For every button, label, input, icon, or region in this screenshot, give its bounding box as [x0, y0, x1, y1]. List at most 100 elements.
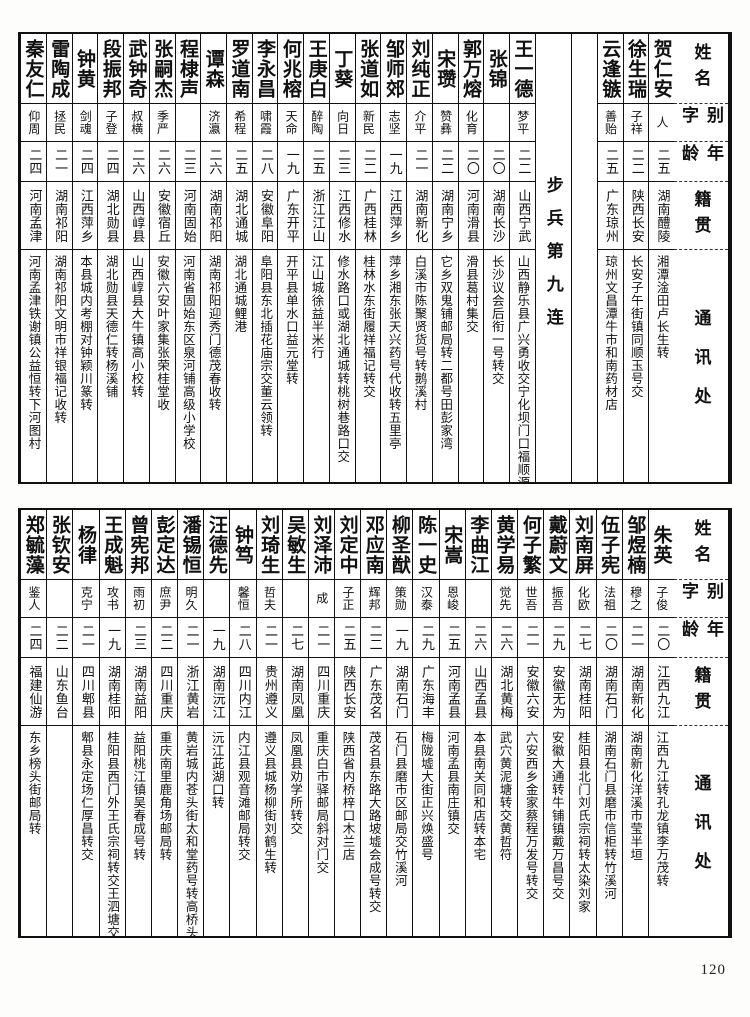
roster-entry[interactable]: 何兆榕 天命 一九 广东开平 开平县单水口益元堂转 — [277, 34, 304, 482]
entry-native-place: 山西宁武 — [515, 188, 531, 243]
roster-entry[interactable]: 陈一史 汉泰 二九 广东海丰 梅陇墟大街正兴焕盛号 — [412, 510, 439, 936]
entry-address: 六安西乡金家蔡程万发号转交 — [523, 731, 539, 900]
row-label-column: 姓名 别字 年龄 籍贯 通讯处 — [674, 510, 730, 936]
entry-alias: 赞彝 — [438, 110, 453, 135]
entry-name: 刘定中 — [336, 514, 359, 575]
roster-entry[interactable]: 刘南屏 化欧 二七 湖南桂阳 桂阳县北门刘氏宗祠转太染刘家 — [569, 510, 596, 936]
entry-alias: 明久 — [183, 586, 198, 611]
entry-name-cell: 邹师郊 — [381, 34, 407, 104]
entry-age: 二三 — [335, 148, 351, 175]
roster-entry[interactable]: 刘定中 子正 二五 陕西长安 陕西省内桥梓口木兰店 — [333, 510, 361, 936]
entry-name-cell: 罗道南 — [226, 34, 252, 104]
entry-age-cell: 二八 — [230, 618, 256, 658]
entry-age-cell: 二一 — [46, 142, 72, 182]
roster-entry[interactable]: 钟笃 馨恒 二八 四川内江 内江县观音滩邮局转交 — [229, 510, 256, 936]
roster-entry[interactable]: 刘纯正 介平 二一 湖南新化 白溪市陈聚贤货号转鹅溪村 — [406, 34, 432, 482]
entry-native-place: 山东鱼台 — [52, 664, 68, 719]
roster-entry[interactable]: 丁葵 向日 二三 江西修水 修水路口或湖北通城转桃树巷路口交 — [328, 34, 355, 482]
roster-entry[interactable]: 李永昌 啸霞 二八 安徽阜阳 阜阳县东北插花庙宗交董云领转 — [251, 34, 278, 482]
entry-native-place: 浙江黄岩 — [183, 664, 199, 719]
entry-native-place: 江西萍乡 — [386, 188, 402, 243]
roster-entry[interactable]: 戴蔚文 振吾 二九 安徽无为 安徽大通转牛铺镇戴万昌号交 — [543, 510, 570, 936]
entry-alias-cell: 剑魂 — [72, 104, 98, 142]
entry-native-place-cell: 山西孟县 — [465, 658, 491, 726]
roster-entry[interactable]: 张嗣杰 季严 二六 安徽宿丘 安徽六安叶家集张荣桂堂收 — [148, 34, 175, 482]
entry-age: 二四 — [103, 148, 119, 175]
entry-address-cell: 茂名县东路大路坡墟会成号转交 — [361, 726, 386, 936]
roster-entry[interactable]: 王庚白 醉陶 二五 浙江江山 江山城徐益半米行 — [303, 34, 329, 482]
entry-address-cell: 内江县观音滩邮局转交 — [230, 726, 255, 936]
entry-native-place-cell: 陕西长安 — [623, 182, 649, 250]
roster-entry[interactable]: 钟黄 剑魂 二四 江西萍乡 本县城内考棚对钟颖川篆转 — [71, 34, 98, 482]
roster-entry[interactable]: 张锦 二〇 湖南长沙 长沙议会后衔一号转交 — [483, 34, 510, 482]
entry-age: 二〇 — [601, 624, 617, 651]
entry-name: 秦友仁 — [22, 38, 45, 99]
entry-name-cell: 戴蔚文 — [544, 510, 570, 580]
entry-name-cell: 伍子宪 — [596, 510, 622, 580]
roster-entry[interactable]: 何子繁 世吾 二一 安徽六安 六安西乡金家蔡程万发号转交 — [517, 510, 544, 936]
entry-address: 安徽六安叶家集张荣桂堂收 — [155, 255, 171, 411]
entry-age-cell: 一九 — [387, 618, 413, 658]
roster-entry[interactable]: 王成魁 攻书 一九 湖南桂阳 桂阳县西门外王氏宗祠转交王泗塘交 — [98, 510, 125, 936]
entry-native-place-cell: 湖南石门 — [387, 658, 413, 726]
entry-name-cell: 段振邦 — [98, 34, 124, 104]
roster-entry[interactable]: 武钟奇 叔横 二六 山西崞县 山西崞县大牛镇高小校转 — [123, 34, 149, 482]
entry-alias-cell: 希程 — [226, 104, 252, 142]
roster-entry[interactable]: 刘琦生 哲夫 二一 贵州遵义 遵义县城杨柳街刘鹤生转 — [255, 510, 282, 936]
entry-alias: 法祖 — [602, 586, 617, 611]
roster-entry[interactable]: 宋瓒 赞彝 二二 湖南宁乡 它乡双鬼铺邮局转二都号田彭家湾 — [431, 34, 458, 482]
roster-entry[interactable]: 段振邦 子登 二四 湖北勋县 湖北勋县天德仁转杨溪铺 — [97, 34, 124, 482]
roster-entry[interactable]: 罗道南 希程 二五 湖北通城 湖北通城鲤港 — [225, 34, 252, 482]
entry-native-place: 广东琼州 — [603, 188, 619, 243]
roster-entry[interactable]: 杨律 克宁 二一 四川郫县 郫县永定场仁厚昌转交 — [72, 510, 99, 936]
entry-name-cell: 曾宪邦 — [125, 510, 151, 580]
entry-alias: 哲夫 — [262, 586, 277, 611]
roster-entry[interactable]: 雷陶成 拯民 二一 湖南祁阳 湖南祁阳文明市祥银福记收转 — [45, 34, 72, 482]
roster-entry[interactable]: 李曲江 二六 山西孟县 本县南关同和店转本宅 — [464, 510, 491, 936]
roster-entry[interactable]: 程棣声 二三 河南固始 河南省固始东区泉河铺高级小学校 — [174, 34, 201, 482]
roster-entry[interactable]: 伍子宪 法祖 二〇 湖南石门 湖南石门县磨市信柜转竹溪河 — [595, 510, 622, 936]
entry-age-cell: 二二 — [151, 618, 178, 658]
entry-native-place-cell: 江西萍乡 — [381, 182, 407, 250]
roster-entry[interactable]: 秦友仁 仰周 二四 河南孟津 河南孟津铁谢镇公益恒转下河图村 — [20, 34, 46, 482]
roster-entry[interactable]: 黄学易 觉先 二六 湖北黄梅 武穴黄泥塘转交黄哲符 — [490, 510, 518, 936]
entry-alias: 策勋 — [393, 586, 408, 611]
entry-native-place-cell: 湖南祁阳 — [46, 182, 72, 250]
roster-entry[interactable]: 宋嵩 恩峻 二五 河南孟县 河南孟县南庄镇交 — [438, 510, 465, 936]
entry-native-place-cell: 湖南祁阳 — [201, 182, 226, 250]
roster-entry[interactable]: 柳圣猷 策勋 一九 湖南石门 石门县磨市区邮局交竹溪河 — [386, 510, 413, 936]
roster-entry[interactable]: 潘锡恒 明久 二一 浙江黄岩 黄岩城内苍头街太和堂药号转高桥头 — [177, 510, 204, 936]
entry-age: 二七 — [288, 624, 304, 651]
row-label-address-text: 通讯处 — [690, 774, 711, 891]
entry-address-cell: 沅江茈湖口转 — [204, 726, 229, 936]
roster-entry[interactable]: 曾宪邦 雨初 二三 湖南益阳 益阳桃江镇吴春成号转 — [124, 510, 151, 936]
roster-entry[interactable]: 朱英 子俊 二〇 江西九江 江西九江转孔龙镇李万茂转 — [647, 510, 674, 936]
roster-entry[interactable]: 刘泽沛成二一 四川重庆 重庆白市驿邮局斜对门交 — [307, 510, 334, 936]
entry-address-cell: 凤凰县劝学所转交 — [283, 726, 308, 936]
roster-entry[interactable]: 汪德先 一九 湖南沅江 沅江茈湖口转 — [203, 510, 230, 936]
roster-entry[interactable]: 吴敏生 二七 湖南凤凰 凤凰县劝学所转交 — [281, 510, 308, 936]
roster-entry[interactable]: 张钦安 二二 山东鱼台 — [46, 510, 73, 936]
roster-entry[interactable]: 邹师郊 志坚 一九 江西萍乡 萍乡湘东张天兴药号代收转五里亭 — [380, 34, 407, 482]
roster-entry[interactable]: 谭森 济瀛 二六 湖南祁阳 湖南祁阳迎秀门德茂春收转 — [200, 34, 226, 482]
entry-name: 武钟奇 — [125, 38, 148, 99]
entry-name: 宋瓒 — [434, 48, 457, 89]
roster-entry[interactable]: 郑毓藻 鉴人 二四 福建仙游 东乡榜头街邮局转 — [20, 510, 47, 936]
roster-entry[interactable]: 张道如 新民 二二 广西桂林 桂林水东街履祥福记转交 — [354, 34, 381, 482]
entry-age: 二三 — [131, 624, 147, 651]
roster-entry[interactable]: 彭定达 庶尹 二二 四川重庆 重庆南里鹿角场邮局转 — [150, 510, 178, 936]
entry-native-place-cell: 安徽阜阳 — [252, 182, 278, 250]
roster-entry[interactable]: 云逢镞 善贻 二五 广东琼州 琼州文昌潭牛市和南药材店 — [596, 34, 623, 482]
roster-entry[interactable]: 徐生瑞 子祥 二二 陕西长安 长安子午街镇同顺玉号交 — [622, 34, 649, 482]
roster-entry[interactable]: 贺仁安人二五 湖南醴陵 湘潭淦田卢长生转 — [648, 34, 674, 482]
entry-native-place-cell: 广东海丰 — [413, 658, 439, 726]
entry-name-cell: 何子繁 — [518, 510, 544, 580]
entry-age-cell: 一九 — [204, 618, 230, 658]
roster-entry[interactable]: 郭万熔 化育 二〇 河南滑县 滑县葛村集交 — [457, 34, 484, 482]
roster-entry[interactable]: 邹煜楠 穆之 二一 湖南新化 湖南新化洋溪市莹半垣 — [621, 510, 648, 936]
entry-address: 白溪市陈聚贤货号转鹅溪村 — [412, 255, 428, 411]
roster-entry[interactable]: 王一德 梦平 二二 山西宁武 山西静乐县广兴勇收交宁化坝门口福顺源 — [509, 34, 535, 482]
roster-entry[interactable]: 邓应南 辉邦 二二 广东茂名 茂名县东路大路坡墟会成号转交 — [360, 510, 387, 936]
entry-age: 二一 — [261, 624, 277, 651]
entry-native-place-cell: 四川重庆 — [151, 658, 178, 726]
